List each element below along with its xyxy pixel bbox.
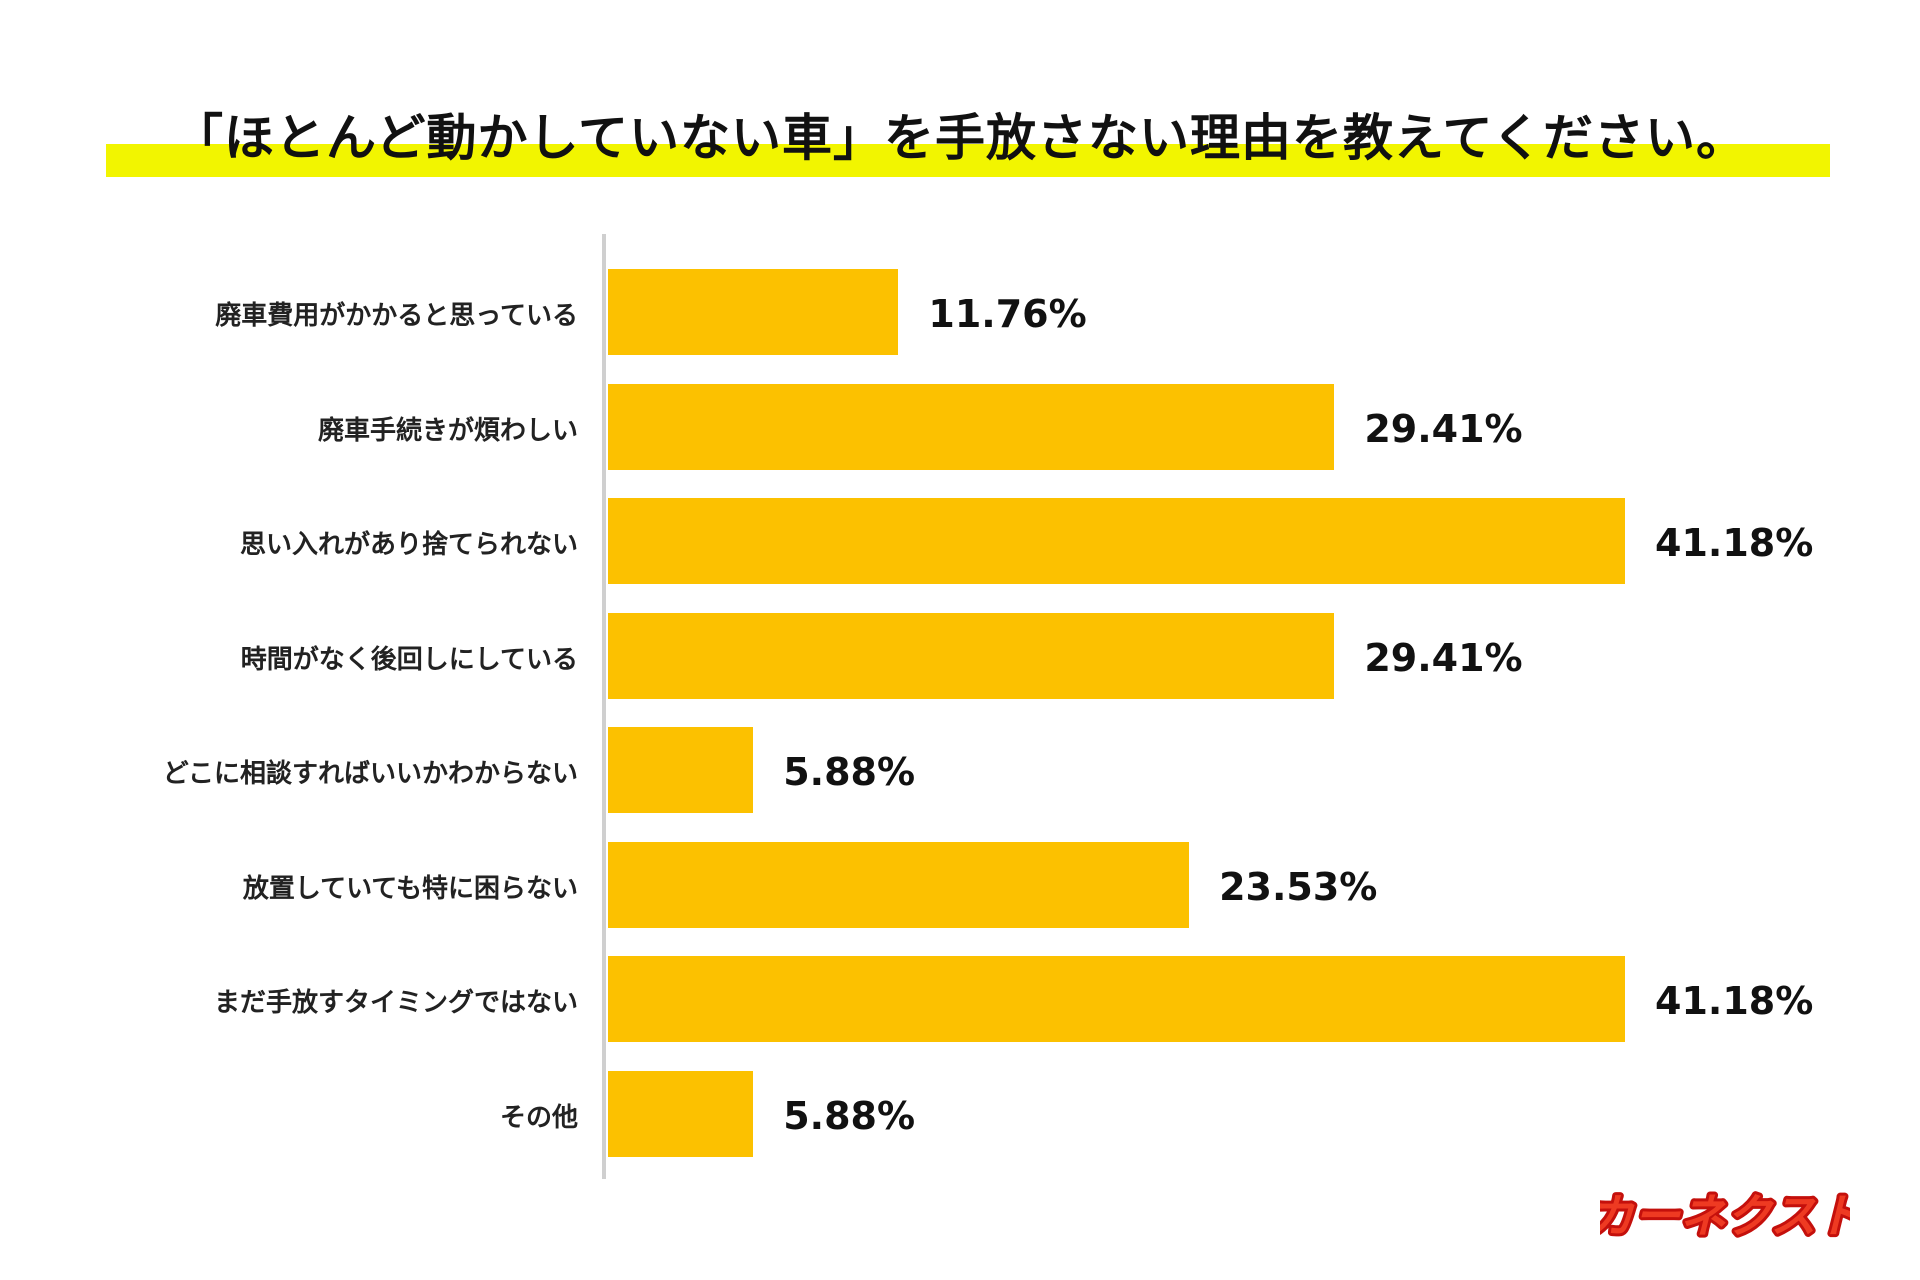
data-label: 5.88% [783, 750, 916, 794]
category-label: まだ手放すタイミングではない [213, 988, 578, 1018]
category-label: 廃車費用がかかると思っている [215, 301, 578, 331]
bar [608, 1070, 754, 1157]
bar [608, 269, 899, 355]
data-label: 5.88% [783, 1093, 916, 1138]
y-axis-line [602, 234, 606, 1179]
title-highlight [106, 144, 1830, 177]
data-label: 41.18% [1655, 521, 1814, 565]
bar [608, 841, 1190, 928]
logo-text: カーネクスト [1600, 1189, 1850, 1243]
category-label: 放置していても特に困らない [242, 873, 578, 904]
category-label: 廃車手続きが煩わしい [317, 415, 578, 446]
data-label: 29.41% [1364, 635, 1523, 680]
data-label: 41.18% [1655, 979, 1814, 1023]
category-label: その他 [499, 1102, 578, 1133]
data-label: 23.53% [1219, 864, 1378, 909]
bar [608, 956, 1625, 1042]
bar [608, 383, 1335, 470]
chart-title: 「ほとんど動かしていない車」を手放さない理由を教えてください。 [173, 109, 1747, 167]
data-label: 29.41% [1364, 406, 1523, 451]
category-label: 時間がなく後回しにしている [240, 644, 578, 675]
category-label: どこに相談すればいいかわからない [162, 759, 578, 789]
bar [608, 612, 1335, 699]
carnext-logo: カーネクスト [1600, 1186, 1850, 1246]
data-label: 11.76% [928, 292, 1087, 336]
category-label: 思い入れがあり捨てられない [239, 530, 578, 560]
bar [608, 727, 754, 813]
bar [608, 498, 1625, 584]
